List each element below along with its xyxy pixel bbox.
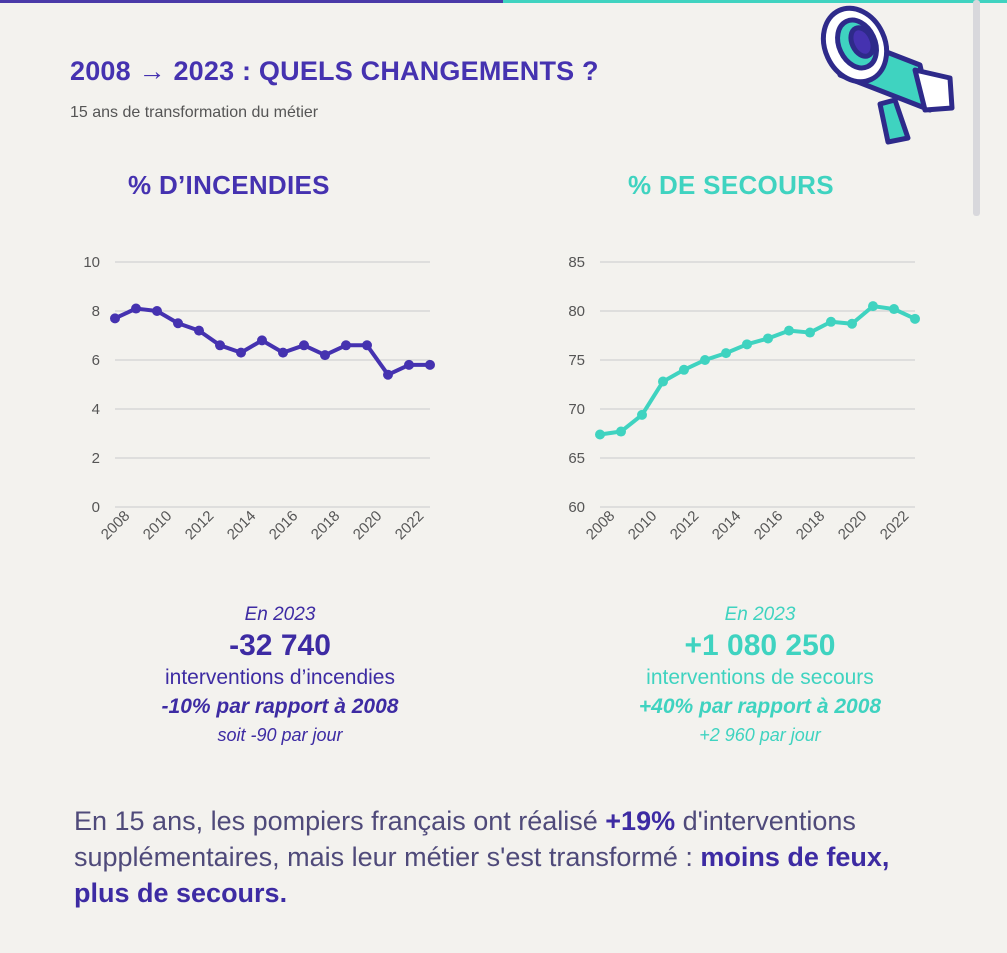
x-tick-label: 2020 bbox=[350, 508, 386, 544]
data-point bbox=[868, 301, 878, 312]
y-tick-label: 80 bbox=[568, 303, 585, 320]
y-tick-label: 2 bbox=[92, 450, 100, 467]
chart-secours: 60 65 70 75 80 85 2008 2010 2012 2014 2016 2018 2020… bbox=[568, 254, 920, 544]
y-tick-label: 0 bbox=[92, 499, 100, 516]
stat-percent-change: -10% par rapport à 2008 bbox=[161, 695, 399, 718]
data-point bbox=[299, 340, 309, 351]
y-tick-label: 70 bbox=[568, 401, 585, 418]
y-tick-label: 85 bbox=[568, 254, 585, 271]
x-tick-label: 2014 bbox=[224, 508, 260, 544]
stat-incendies: En 2023 -32 740 interventions d’incendie… bbox=[70, 604, 490, 748]
conclusion-part2: d'interventions supplémentaires, mais le… bbox=[74, 806, 856, 872]
stat-per-day: soit -90 par jour bbox=[217, 725, 343, 745]
data-point bbox=[110, 313, 120, 324]
x-tick-label: 2016 bbox=[266, 508, 302, 544]
conclusion-text: En 15 ans, les pompiers français ont réa… bbox=[74, 803, 934, 911]
y-tick-label: 65 bbox=[568, 450, 585, 467]
data-point bbox=[637, 409, 647, 420]
data-point bbox=[784, 325, 794, 336]
x-tick-label: 2022 bbox=[392, 508, 428, 544]
data-point bbox=[700, 355, 710, 365]
chart-incendies: 0 2 4 6 8 10 2008 2010 2012 2014 2016 2018 2020 2022 bbox=[83, 254, 435, 544]
data-point bbox=[173, 318, 183, 329]
x-tick-label: 2018 bbox=[793, 508, 829, 544]
conclusion-bold-percent: +19% bbox=[605, 806, 676, 836]
data-point bbox=[616, 426, 626, 437]
conclusion-bold-summary: moins de feux, plus de secours. bbox=[74, 842, 890, 908]
data-point bbox=[383, 369, 393, 380]
stat-value: -32 740 bbox=[229, 629, 331, 662]
data-point bbox=[889, 304, 899, 315]
data-point bbox=[721, 348, 731, 359]
data-point bbox=[404, 359, 414, 370]
stat-percent-change: +40% par rapport à 2008 bbox=[638, 695, 882, 718]
page-title: 2008 → 2023 : QUELS CHANGEMENTS ? bbox=[70, 56, 599, 86]
x-tick-label: 2022 bbox=[877, 508, 913, 544]
data-point bbox=[595, 429, 605, 440]
chart-title-secours: % DE SECOURS bbox=[628, 170, 834, 200]
y-tick-label: 8 bbox=[92, 303, 100, 320]
x-tick-label: 2014 bbox=[709, 508, 745, 544]
megaphone-icon bbox=[820, 5, 955, 145]
x-tick-label: 2020 bbox=[835, 508, 871, 544]
data-point bbox=[425, 359, 435, 370]
data-point bbox=[215, 340, 225, 351]
data-point bbox=[278, 347, 288, 358]
y-tick-label: 75 bbox=[568, 352, 585, 369]
x-tick-label: 2008 bbox=[583, 508, 619, 544]
y-tick-label: 10 bbox=[83, 254, 100, 271]
page-subtitle: 15 ans de transformation du métier bbox=[70, 104, 319, 121]
data-point bbox=[742, 339, 752, 350]
x-tick-label: 2018 bbox=[308, 508, 344, 544]
series-line bbox=[599, 304, 916, 437]
x-tick-label: 2016 bbox=[751, 508, 787, 544]
y-tick-label: 4 bbox=[92, 401, 100, 418]
data-point bbox=[679, 364, 689, 375]
y-tick-label: 60 bbox=[568, 499, 585, 516]
top-accent-bar-purple bbox=[0, 0, 503, 3]
data-point bbox=[362, 340, 372, 351]
data-point bbox=[257, 335, 267, 346]
stat-per-day: +2 960 par jour bbox=[699, 725, 821, 745]
top-accent-bar-teal bbox=[503, 0, 1007, 3]
conclusion-part1: En 15 ans, les pompiers français ont réa… bbox=[74, 806, 606, 836]
data-point bbox=[341, 340, 351, 351]
data-point bbox=[194, 325, 204, 336]
data-point bbox=[826, 316, 836, 327]
data-point bbox=[131, 303, 141, 314]
x-tick-label: 2010 bbox=[140, 508, 176, 544]
stat-secours: En 2023 +1 080 250 interventions de seco… bbox=[550, 604, 970, 748]
x-tick-label: 2008 bbox=[98, 508, 134, 544]
y-tick-label: 6 bbox=[92, 352, 100, 369]
series-line bbox=[114, 306, 430, 377]
data-point bbox=[805, 327, 815, 338]
data-point bbox=[847, 318, 857, 329]
stat-year: En 2023 bbox=[724, 604, 796, 625]
stat-value: +1 080 250 bbox=[684, 629, 836, 662]
data-point bbox=[152, 306, 162, 316]
stat-year: En 2023 bbox=[244, 604, 316, 625]
x-tick-label: 2012 bbox=[667, 508, 703, 544]
data-point bbox=[658, 376, 668, 387]
data-point bbox=[763, 333, 773, 344]
x-tick-label: 2012 bbox=[182, 508, 218, 544]
data-point bbox=[910, 313, 920, 324]
x-tick-label: 2010 bbox=[625, 508, 661, 544]
data-point bbox=[320, 350, 330, 361]
stat-description: interventions d’incendies bbox=[165, 666, 395, 689]
chart-title-incendies: % D’INCENDIES bbox=[128, 170, 330, 200]
data-point bbox=[236, 347, 246, 358]
stat-description: interventions de secours bbox=[646, 666, 874, 689]
scrollbar[interactable] bbox=[973, 0, 980, 216]
